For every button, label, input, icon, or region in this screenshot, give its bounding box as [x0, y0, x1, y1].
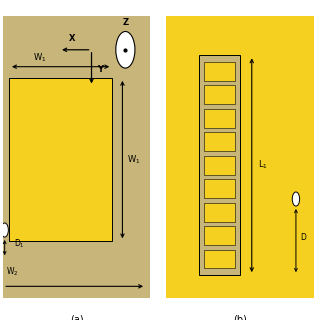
Bar — [204, 62, 235, 81]
Text: (b): (b) — [233, 315, 247, 320]
Bar — [204, 132, 235, 151]
Bar — [204, 180, 235, 198]
Text: D$_1$: D$_1$ — [13, 238, 24, 250]
Text: (a): (a) — [70, 315, 84, 320]
Bar — [9, 78, 112, 241]
Bar — [199, 55, 240, 275]
Bar — [204, 85, 235, 104]
Bar — [204, 156, 235, 175]
Text: W$_1$: W$_1$ — [33, 52, 47, 64]
Bar — [204, 203, 235, 221]
Bar — [204, 250, 235, 268]
Circle shape — [1, 223, 8, 237]
Text: X: X — [69, 34, 76, 43]
Bar — [204, 226, 235, 245]
Circle shape — [292, 192, 300, 206]
Circle shape — [116, 31, 135, 68]
Text: Y: Y — [97, 65, 103, 74]
Text: W$_1$: W$_1$ — [127, 153, 140, 166]
Text: Z: Z — [122, 18, 128, 27]
Text: L$_1$: L$_1$ — [258, 159, 268, 172]
Text: D: D — [300, 233, 306, 242]
Bar — [204, 109, 235, 128]
Text: W$_2$: W$_2$ — [6, 265, 19, 278]
